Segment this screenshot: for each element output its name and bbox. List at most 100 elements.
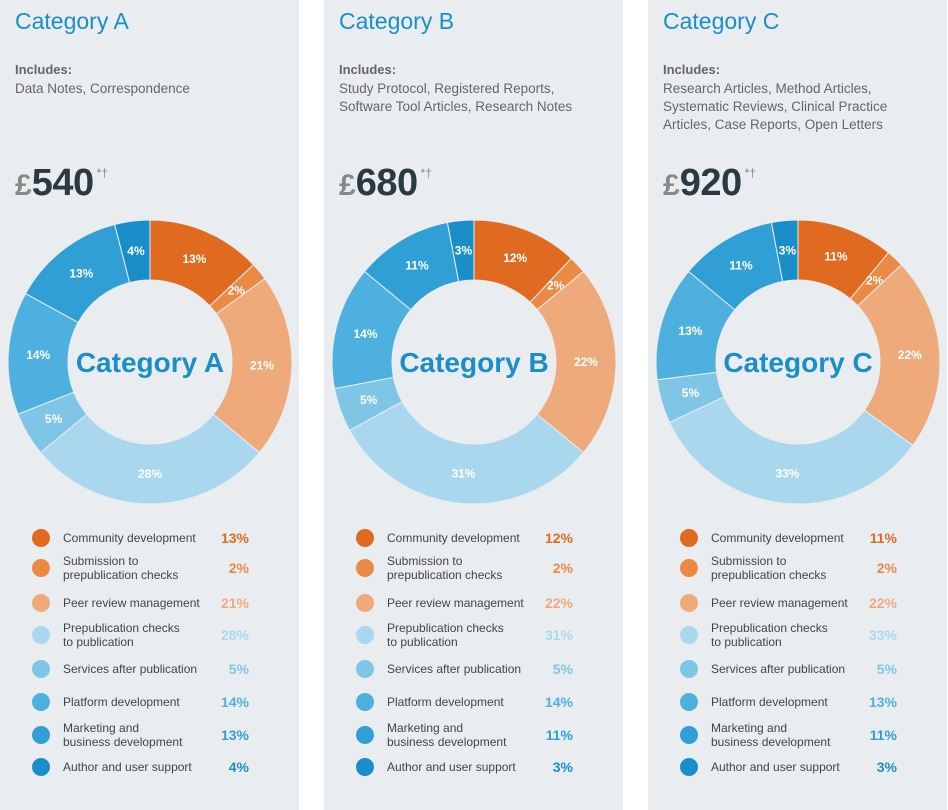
price: £920 *†	[663, 162, 756, 205]
legend-swatch	[32, 559, 50, 577]
legend-value: 12%	[544, 530, 573, 546]
legend-row: Services after publication 5%	[30, 654, 255, 684]
legend-swatch	[356, 626, 374, 644]
legend-row: Submission to prepublication checks 2%	[30, 553, 255, 583]
legend-swatch	[680, 559, 698, 577]
slice-label: 5%	[360, 393, 378, 407]
legend-label: Author and user support	[711, 760, 840, 774]
legend-value: 4%	[228, 759, 249, 775]
donut-chart: 11% 2% 22% 33% 5% 13% 11% 3% Category C	[655, 219, 941, 505]
includes-text: Data Notes, Correspondence	[15, 81, 190, 96]
legend-value: 13%	[220, 530, 249, 546]
legend-label: Platform development	[63, 695, 180, 709]
legend-row: Services after publication 5%	[678, 654, 903, 684]
includes-label: Includes:	[15, 62, 73, 77]
legend-swatch	[680, 726, 698, 744]
legend-label: Prepublication checks to publication	[711, 621, 828, 649]
donut-slice	[114, 219, 151, 284]
legend-swatch	[32, 726, 50, 744]
price-footnote-marks: *†	[744, 166, 756, 180]
slice-label: 12%	[503, 251, 527, 265]
panel-title: Category B	[339, 8, 455, 34]
legend-row: Community development 13%	[30, 526, 255, 550]
legend-swatch	[356, 726, 374, 744]
legend-value: 3%	[876, 759, 897, 775]
legend-label: Author and user support	[387, 760, 516, 774]
legend-label: Services after publication	[63, 662, 198, 676]
legend-swatch	[680, 626, 698, 644]
category-c-panel: Category C Includes: Research Articles, …	[648, 0, 947, 810]
category-a-panel: Category A Includes: Data Notes, Corresp…	[0, 0, 299, 810]
price-amount: 920	[679, 162, 742, 204]
legend-swatch	[680, 693, 698, 711]
legend-row: Marketing and business development 11%	[678, 720, 903, 750]
slice-label: 33%	[775, 467, 799, 481]
slice-label: 11%	[405, 259, 429, 273]
legend-row: Prepublication checks to publication 33%	[678, 620, 903, 650]
price: £540 *†	[15, 162, 108, 205]
slice-label: 13%	[182, 252, 206, 266]
currency-symbol: £	[339, 169, 356, 202]
slice-label: 11%	[729, 259, 753, 273]
legend-swatch	[356, 559, 374, 577]
legend-row: Peer review management 22%	[678, 588, 903, 618]
donut-center-label: Category B	[399, 347, 548, 378]
legend-row: Submission to prepublication checks 2%	[678, 553, 903, 583]
legend-row: Platform development 14%	[354, 687, 579, 717]
legend-row: Submission to prepublication checks 2%	[354, 553, 579, 583]
legend-swatch	[356, 594, 374, 612]
legend-label: Submission to prepublication checks	[387, 554, 503, 582]
includes-text: Study Protocol, Registered Reports, Soft…	[339, 81, 573, 114]
legend-row: Platform development 14%	[30, 687, 255, 717]
price-amount: 540	[31, 162, 94, 204]
legend-value: 33%	[868, 627, 897, 643]
donut-chart: 13% 2% 21% 28% 5% 14% 13% 4% Category A	[7, 219, 293, 505]
slice-label: 28%	[138, 467, 162, 481]
legend-swatch	[356, 693, 374, 711]
slice-label: 3%	[779, 243, 797, 257]
legend-value: 5%	[552, 661, 573, 677]
donut-chart: 12% 2% 22% 31% 5% 14% 11% 3% Category B	[331, 219, 617, 505]
slice-label: 22%	[574, 355, 598, 369]
slice-label: 31%	[451, 467, 475, 481]
legend-value: 21%	[220, 595, 249, 611]
price-footnote-marks: *†	[420, 166, 432, 180]
slice-label: 2%	[228, 284, 246, 298]
legend-label: Community development	[63, 531, 196, 545]
legend-value: 14%	[220, 694, 249, 710]
legend-swatch	[356, 660, 374, 678]
legend-value: 2%	[876, 560, 897, 576]
legend-value: 11%	[869, 727, 897, 743]
slice-label: 5%	[682, 386, 700, 400]
legend-swatch	[680, 758, 698, 776]
slice-label: 3%	[455, 243, 473, 257]
legend-label: Marketing and business development	[63, 721, 183, 749]
legend-swatch	[32, 626, 50, 644]
slice-label: 14%	[26, 348, 50, 362]
legend-swatch	[680, 660, 698, 678]
slice-label: 4%	[127, 244, 145, 258]
legend-label: Prepublication checks to publication	[63, 621, 180, 649]
legend-swatch	[32, 758, 50, 776]
donut-center-label: Category C	[723, 347, 872, 378]
legend-swatch	[356, 529, 374, 547]
legend-row: Marketing and business development 11%	[354, 720, 579, 750]
legend-row: Platform development 13%	[678, 687, 903, 717]
legend-row: Author and user support 3%	[678, 755, 903, 779]
legend-row: Services after publication 5%	[354, 654, 579, 684]
slice-label: 2%	[547, 278, 565, 292]
legend-value: 22%	[544, 595, 573, 611]
slice-label: 22%	[898, 348, 922, 362]
legend-label: Author and user support	[63, 760, 192, 774]
legend-label: Submission to prepublication checks	[711, 554, 827, 582]
legend-row: Prepublication checks to publication 28%	[30, 620, 255, 650]
includes-text: Research Articles, Method Articles, Syst…	[663, 81, 888, 132]
legend-label: Marketing and business development	[387, 721, 507, 749]
legend-row: Author and user support 4%	[30, 755, 255, 779]
price-footnote-marks: *†	[96, 166, 108, 180]
legend-value: 11%	[545, 727, 573, 743]
slice-label: 14%	[354, 327, 378, 341]
legend-row: Author and user support 3%	[354, 755, 579, 779]
legend-swatch	[356, 758, 374, 776]
legend-row: Prepublication checks to publication 31%	[354, 620, 579, 650]
